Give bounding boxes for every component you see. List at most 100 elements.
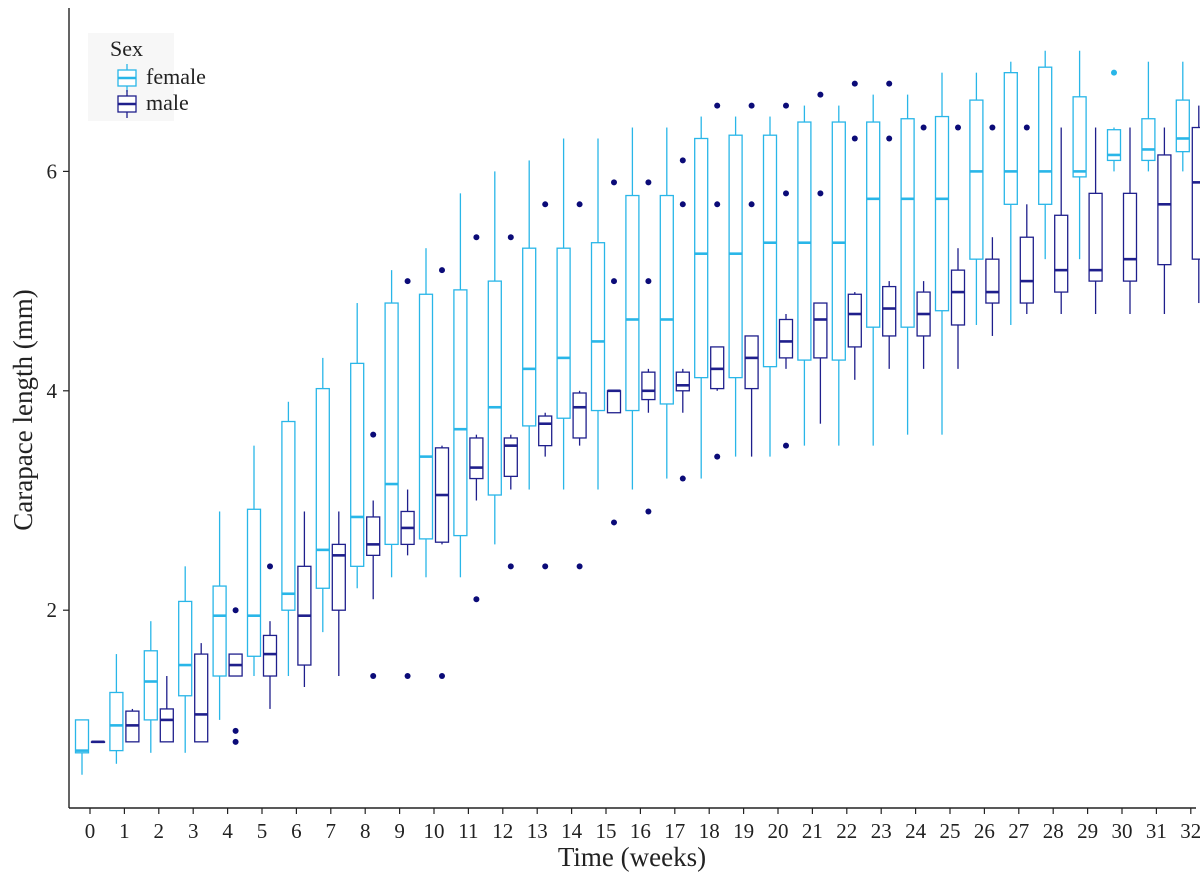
outlier-point	[405, 673, 411, 679]
box-iqr	[1089, 193, 1102, 281]
outlier-point	[783, 443, 789, 449]
box-female-week-21	[798, 106, 811, 446]
outlier-point	[577, 201, 583, 207]
box-iqr	[144, 651, 157, 720]
box-female-week-0	[76, 720, 89, 775]
box-male-week-25	[952, 125, 965, 369]
x-tick-label: 3	[188, 819, 199, 843]
box-iqr	[1142, 119, 1155, 161]
box-iqr	[814, 303, 827, 358]
box-female-week-24	[901, 95, 914, 435]
box-iqr	[1004, 73, 1017, 205]
box-male-week-27	[1020, 125, 1033, 314]
x-tick-label: 22	[836, 819, 857, 843]
box-male-week-23	[883, 81, 896, 369]
box-male-week-6	[298, 511, 311, 687]
outlier-point	[852, 81, 858, 87]
box-iqr	[1176, 100, 1189, 152]
box-female-week-19	[729, 117, 742, 457]
box-male-week-1	[126, 709, 139, 742]
box-iqr	[642, 372, 655, 399]
x-tick-label: 13	[527, 819, 548, 843]
box-male-week-26	[986, 125, 999, 336]
x-tick-label: 19	[733, 819, 754, 843]
outlier-point	[577, 563, 583, 569]
box-iqr	[592, 243, 605, 411]
outlier-point	[1111, 70, 1117, 76]
x-axis-title: Time (weeks)	[558, 842, 706, 872]
outlier-point	[542, 563, 548, 569]
box-iqr	[385, 303, 398, 544]
x-tick-label: 23	[871, 819, 892, 843]
outlier-point	[508, 234, 514, 240]
box-iqr	[986, 259, 999, 303]
box-iqr	[557, 248, 570, 418]
legend-title: Sex	[110, 36, 143, 61]
outlier-point	[645, 508, 651, 514]
outlier-point	[370, 673, 376, 679]
box-iqr	[901, 119, 914, 327]
outlier-point	[611, 519, 617, 525]
box-female-week-32	[1176, 62, 1189, 172]
box-male-week-21	[814, 92, 827, 424]
box-iqr	[1192, 128, 1200, 260]
x-tick-label: 29	[1077, 819, 1098, 843]
box-iqr	[1020, 237, 1033, 303]
box-iqr	[936, 117, 949, 311]
outlier-point	[886, 135, 892, 141]
box-female-week-6	[282, 402, 295, 676]
box-female-week-31	[1142, 62, 1155, 172]
outlier-point	[233, 607, 239, 613]
x-tick-label: 5	[257, 819, 268, 843]
box-iqr	[970, 100, 983, 259]
box-iqr	[213, 586, 226, 676]
y-tick-label: 4	[47, 379, 58, 403]
x-tick-label: 12	[492, 819, 513, 843]
box-female-week-26	[970, 73, 983, 325]
x-tick-label: 20	[768, 819, 789, 843]
box-iqr	[110, 692, 123, 750]
outlier-point	[233, 728, 239, 734]
box-male-week-15	[608, 179, 621, 525]
x-tick-label: 1	[119, 819, 130, 843]
outlier-point	[645, 278, 651, 284]
x-tick-label: 11	[458, 819, 478, 843]
outlier-point	[714, 454, 720, 460]
box-iqr	[160, 709, 173, 742]
box-iqr	[832, 122, 845, 360]
box-female-week-14	[557, 138, 570, 489]
box-iqr	[883, 287, 896, 336]
box-female-week-8	[351, 303, 364, 588]
outlier-point	[439, 673, 445, 679]
box-iqr	[454, 290, 467, 536]
box-iqr	[179, 601, 192, 695]
box-male-week-22	[848, 81, 861, 380]
box-male-week-20	[780, 103, 793, 449]
box-male-week-10	[436, 267, 449, 679]
outlier-point	[886, 81, 892, 87]
outlier-point	[921, 125, 927, 131]
box-iqr	[780, 319, 793, 357]
box-male-week-4	[229, 607, 242, 745]
box-female-week-25	[936, 73, 949, 435]
x-tick-label: 16	[630, 819, 651, 843]
x-tick-label: 2	[154, 819, 165, 843]
x-tick-label: 9	[394, 819, 405, 843]
x-tick-label: 15	[596, 819, 617, 843]
box-iqr	[608, 391, 621, 413]
box-male-week-18	[711, 103, 724, 460]
box-female-week-4	[213, 511, 226, 719]
outlier-point	[783, 103, 789, 109]
box-female-week-16	[626, 128, 639, 490]
box-male-week-16	[642, 179, 655, 514]
box-female-week-9	[385, 270, 398, 577]
box-male-week-0	[92, 742, 105, 743]
box-male-week-31	[1158, 128, 1171, 314]
box-male-week-9	[401, 278, 414, 679]
y-ticks: 246	[47, 159, 70, 622]
outlier-point	[645, 179, 651, 185]
outlier-point	[542, 201, 548, 207]
box-male-week-8	[367, 432, 380, 679]
